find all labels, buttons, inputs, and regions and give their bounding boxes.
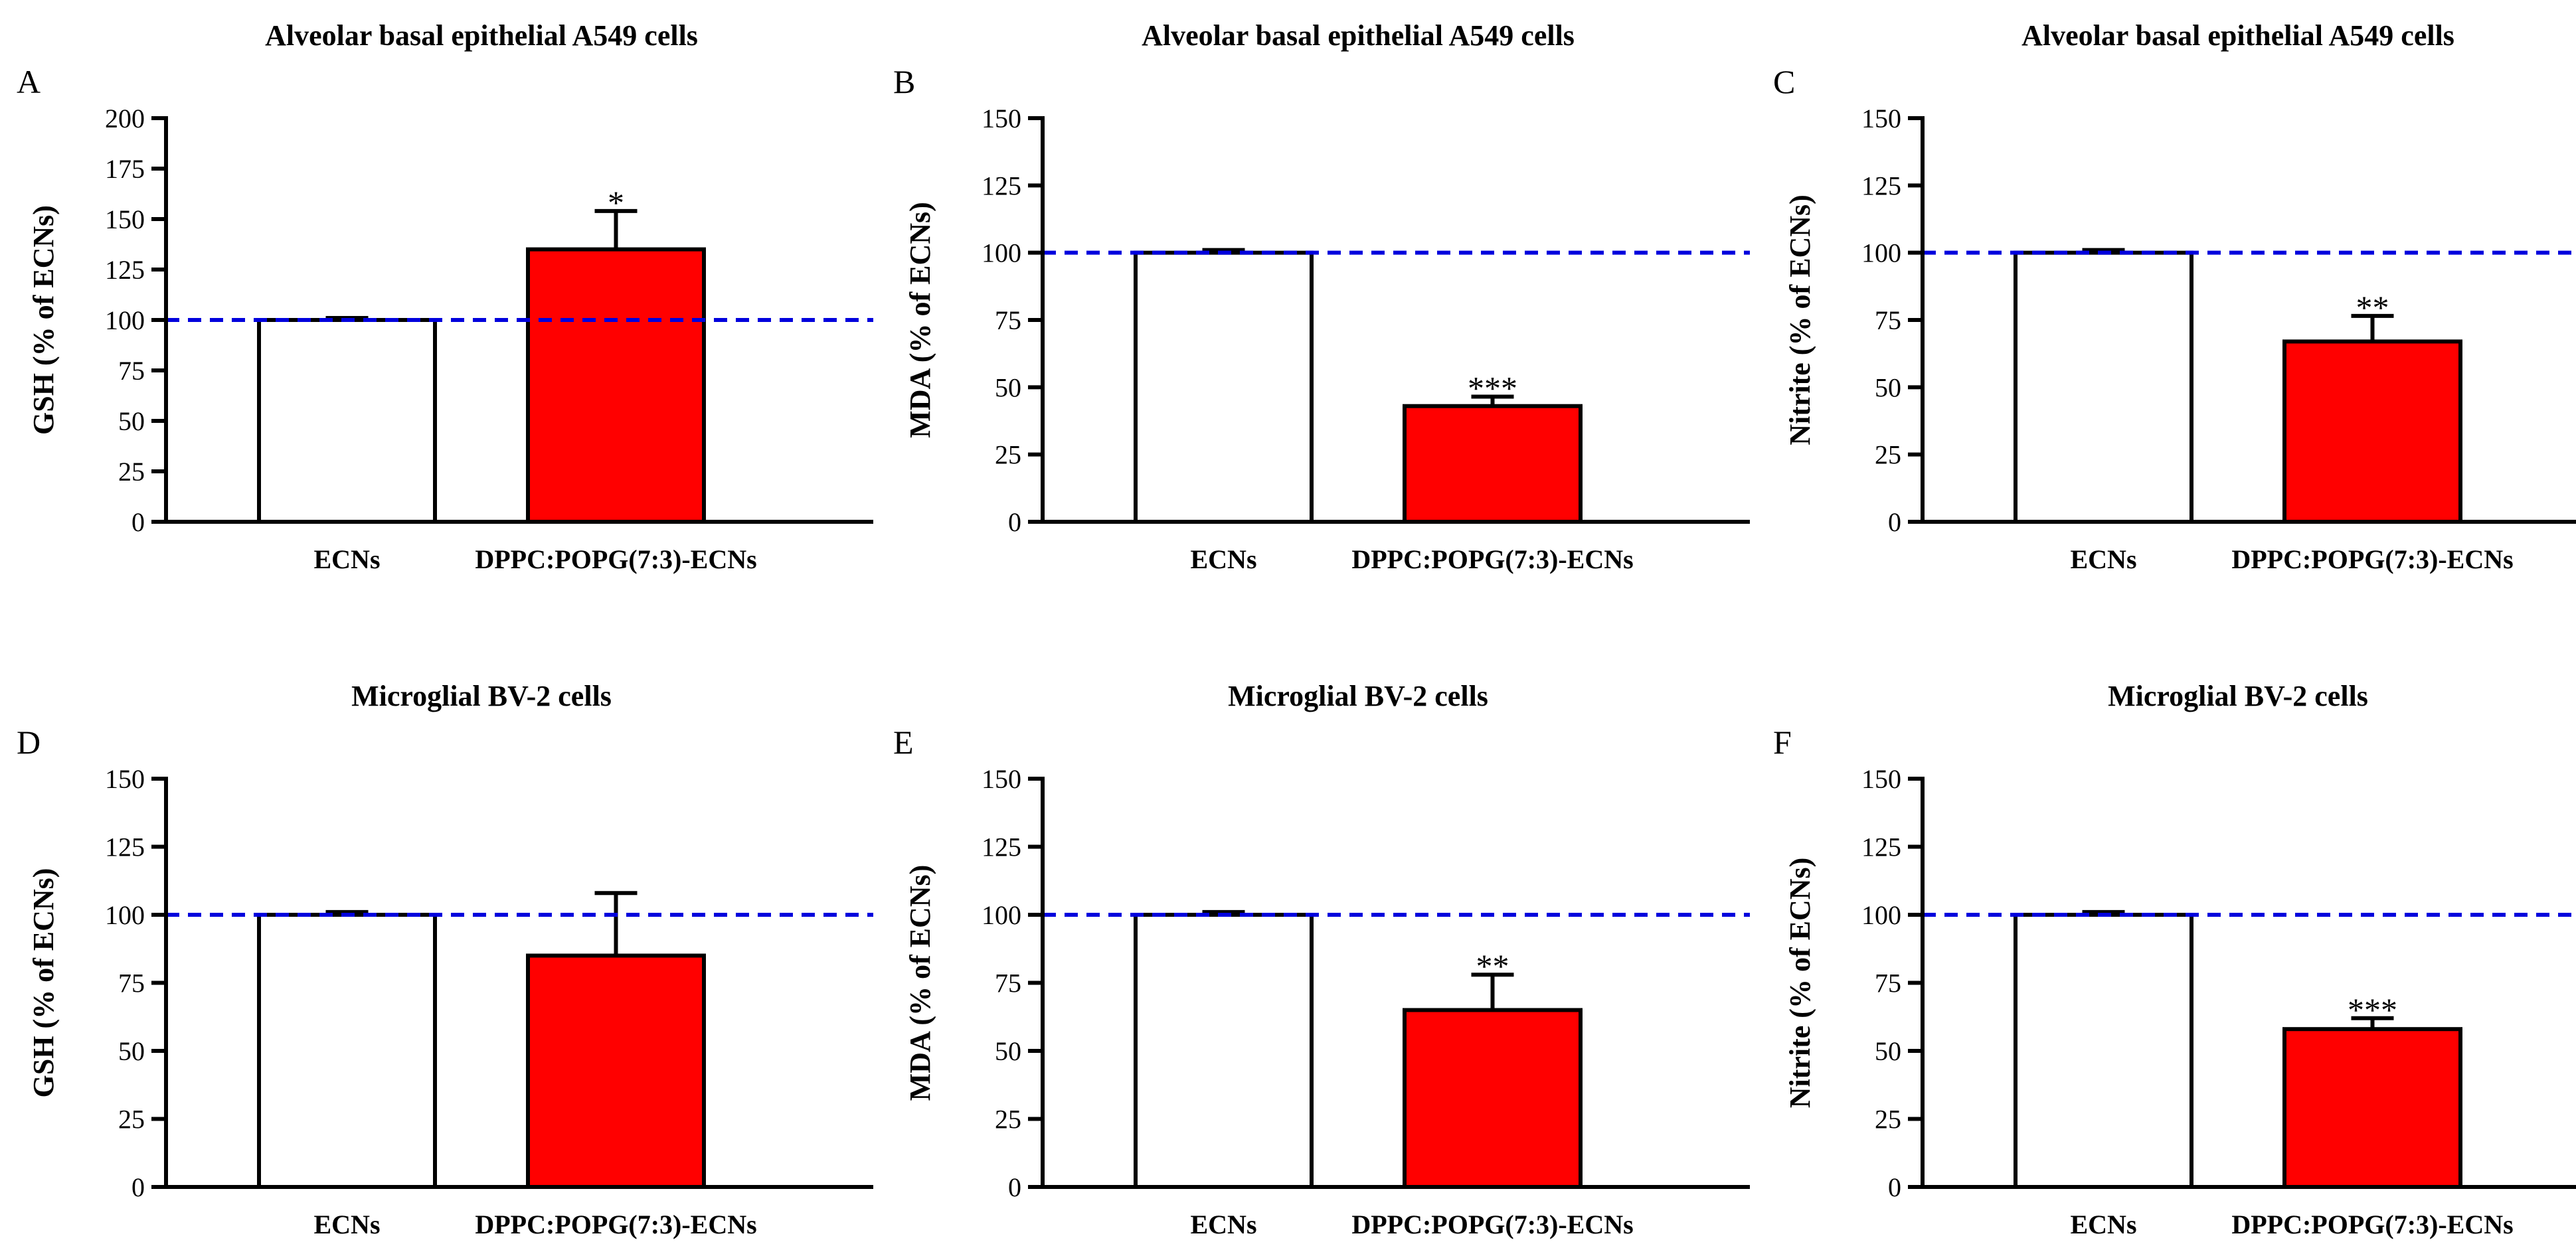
x-category-label: ECNs (1190, 1210, 1256, 1239)
y-axis-label: Nitrite (% of ECNs) (1784, 858, 1816, 1109)
y-tick-label: 0 (1888, 507, 1901, 537)
y-tick-label: 25 (118, 457, 145, 487)
y-tick-label: 100 (105, 900, 145, 930)
chart-title: Microglial BV-2 cells (1228, 680, 1488, 712)
bar-treatment (2282, 1027, 2462, 1189)
chart-title: Microglial BV-2 cells (351, 680, 612, 712)
bar-control (257, 318, 437, 524)
y-tick-label: 100 (982, 900, 1021, 930)
y-tick-label: 25 (1875, 1105, 1901, 1135)
chart-title: Microglial BV-2 cells (2108, 680, 2368, 712)
y-tick-label: 75 (118, 969, 145, 998)
y-tick-label: 50 (118, 1036, 145, 1066)
bar-control (257, 913, 437, 1189)
y-axis-label: MDA (% of ECNs) (904, 202, 936, 438)
y-tick-label: 125 (982, 832, 1021, 862)
y-tick-label: 150 (1861, 764, 1901, 794)
y-tick-label: 50 (995, 1036, 1021, 1066)
panel-letter: D (17, 724, 41, 761)
bar-treatment (1403, 404, 1583, 524)
y-tick-label: 150 (982, 104, 1021, 133)
y-tick-label: 125 (1861, 171, 1901, 200)
bar-control (1134, 250, 1314, 524)
significance-marker: * (608, 184, 624, 221)
bar-treatment (2282, 339, 2462, 524)
panel-letter: E (893, 724, 914, 761)
bar-treatment (1403, 1008, 1583, 1189)
y-tick-label: 75 (1875, 305, 1901, 335)
y-tick-label: 25 (118, 1105, 145, 1135)
y-tick-label: 100 (982, 238, 1021, 268)
y-tick-label: 25 (1875, 440, 1901, 470)
y-tick-label: 125 (105, 832, 145, 862)
panel-letter: A (17, 63, 41, 100)
y-tick-label: 200 (105, 104, 145, 133)
x-category-label: ECNs (2070, 544, 2136, 574)
y-tick-label: 100 (1861, 238, 1901, 268)
y-tick-label: 75 (995, 305, 1021, 335)
y-tick-label: 25 (995, 440, 1021, 470)
bar-treatment (526, 953, 706, 1189)
y-tick-label: 150 (105, 764, 145, 794)
y-tick-label: 100 (105, 305, 145, 335)
y-tick-label: 50 (118, 406, 145, 436)
significance-marker: ** (2356, 289, 2389, 326)
y-tick-label: 50 (995, 372, 1021, 402)
y-tick-label: 150 (982, 764, 1021, 794)
significance-marker: ** (1476, 947, 1509, 984)
y-axis-label: GSH (% of ECNs) (27, 868, 60, 1098)
bar-control (2014, 250, 2193, 524)
y-tick-label: 125 (1861, 832, 1901, 862)
bar-treatment (526, 247, 706, 524)
bar-control (2014, 913, 2193, 1189)
chart-panel-d: D Microglial BV-2 cells GSH (% of ECNs) ECN… (17, 680, 873, 1239)
x-category-label: DPPC:POPG(7:3)-ECNs (2231, 1210, 2513, 1239)
x-category-label: DPPC:POPG(7:3)-ECNs (1351, 1210, 1633, 1239)
y-tick-label: 125 (982, 171, 1021, 200)
y-axis-label: Nitrite (% of ECNs) (1784, 195, 1816, 445)
chart-panel-e: E Microglial BV-2 cells MDA (% of ECNs) ECN… (893, 680, 1750, 1239)
x-category-label: ECNs (313, 1210, 380, 1239)
chart-panel-f: F Microglial BV-2 cells Nitrite (% of ECNs… (1773, 680, 2576, 1239)
y-tick-label: 175 (105, 154, 145, 184)
x-category-label: ECNs (2070, 1210, 2136, 1239)
chart-panel-c: C Alveolar basal epithelial A549 cells Nit… (1773, 19, 2576, 574)
y-tick-label: 75 (1875, 969, 1901, 998)
y-tick-label: 0 (131, 1172, 145, 1202)
x-category-label: DPPC:POPG(7:3)-ECNs (475, 1210, 756, 1239)
x-category-label: ECNs (313, 544, 380, 574)
y-tick-label: 125 (105, 255, 145, 285)
y-tick-label: 50 (1875, 372, 1901, 402)
y-tick-label: 25 (995, 1105, 1021, 1135)
y-tick-label: 100 (1861, 900, 1901, 930)
significance-marker: *** (1468, 370, 1517, 407)
x-category-label: ECNs (1190, 544, 1256, 574)
chart-panel-b: B Alveolar basal epithelial A549 cells MDA… (893, 19, 1750, 574)
y-tick-label: 150 (1861, 104, 1901, 133)
chart-title: Alveolar basal epithelial A549 cells (2021, 19, 2454, 52)
y-tick-label: 0 (1008, 507, 1021, 537)
x-category-label: DPPC:POPG(7:3)-ECNs (1351, 544, 1633, 574)
panel-letter: F (1773, 724, 1792, 761)
x-category-label: DPPC:POPG(7:3)-ECNs (475, 544, 756, 574)
bar-control (1134, 913, 1314, 1189)
chart-panel-a: A Alveolar basal epithelial A549 cells GSH… (17, 19, 873, 574)
y-tick-label: 0 (131, 507, 145, 537)
panel-letter: B (893, 63, 915, 100)
y-tick-label: 0 (1008, 1172, 1021, 1202)
y-tick-label: 75 (995, 969, 1021, 998)
significance-marker: *** (2348, 991, 2397, 1028)
chart-title: Alveolar basal epithelial A549 cells (1142, 19, 1575, 52)
y-tick-label: 0 (1888, 1172, 1901, 1202)
y-tick-label: 150 (105, 204, 145, 234)
y-tick-label: 75 (118, 356, 145, 386)
y-axis-label: GSH (% of ECNs) (27, 205, 60, 435)
x-category-label: DPPC:POPG(7:3)-ECNs (2231, 544, 2513, 574)
y-axis-label: MDA (% of ECNs) (904, 865, 936, 1101)
y-tick-label: 50 (1875, 1036, 1901, 1066)
panel-letter: C (1773, 63, 1795, 100)
chart-title: Alveolar basal epithelial A549 cells (265, 19, 698, 52)
